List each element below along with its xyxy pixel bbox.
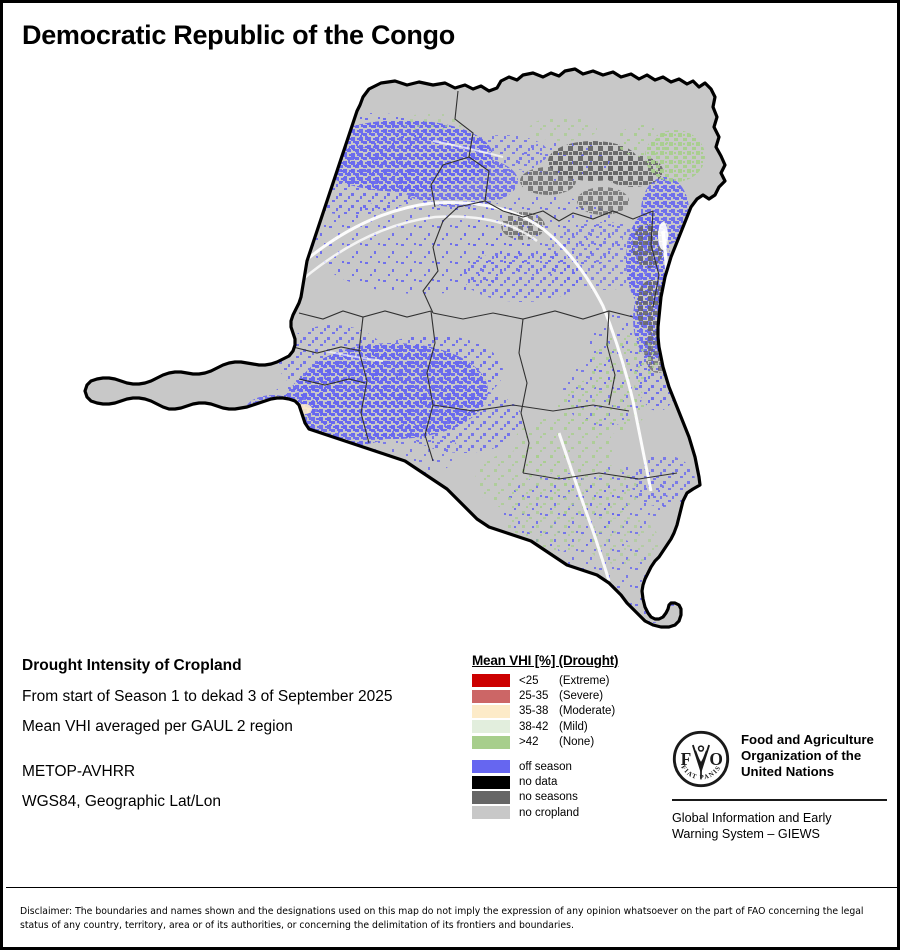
fao-name: Food and Agriculture Organization of the… bbox=[741, 730, 874, 780]
legend-swatch-extreme bbox=[472, 674, 510, 688]
lake-albert bbox=[658, 222, 668, 250]
fao-branding: F O FIAT PANIS Food and Agriculture Orga… bbox=[672, 730, 887, 843]
legend-swatch-moderate bbox=[472, 704, 510, 718]
legend-range-moderate: 35-38 bbox=[519, 705, 549, 718]
description-spacer bbox=[22, 750, 462, 764]
description-sensor: METOP-AVHRR bbox=[22, 762, 136, 780]
description-heading: Drought Intensity of Cropland bbox=[22, 657, 242, 674]
legend-label-moderate: 35-38 (Moderate) bbox=[519, 705, 615, 717]
legend-label-mild: 38-42 (Mild) bbox=[519, 721, 588, 733]
legend-title: Mean VHI [%] (Drought) bbox=[472, 653, 619, 668]
legend-range-extreme: <25 bbox=[519, 674, 539, 687]
legend-swatch-mild bbox=[472, 720, 510, 734]
legend-range-mild: 38-42 bbox=[519, 720, 549, 733]
fao-logo-icon: F O FIAT PANIS bbox=[672, 730, 730, 788]
legend-swatch-severe bbox=[472, 689, 510, 703]
legend-item-mild[interactable]: 38-42 (Mild) bbox=[472, 719, 682, 734]
svg-text:F: F bbox=[681, 749, 692, 769]
legend-name-none: (None) bbox=[559, 736, 595, 749]
legend-swatch-no-seasons bbox=[472, 790, 510, 804]
fao-name-line3: United Nations bbox=[741, 764, 835, 780]
legend-swatch-no-cropland bbox=[472, 806, 510, 820]
legend-label-no-data: no data bbox=[519, 776, 558, 789]
legend-item-no-cropland[interactable]: no cropland bbox=[472, 805, 682, 820]
legend-range-severe: 25-35 bbox=[519, 690, 549, 703]
page-title: Democratic Republic of the Congo bbox=[22, 20, 455, 50]
giews-line2: Warning System – GIEWS bbox=[672, 827, 820, 842]
legend-label-extreme: <25 (Extreme) bbox=[519, 675, 609, 687]
legend-item-severe[interactable]: 25-35 (Severe) bbox=[472, 688, 682, 703]
legend-swatch-none bbox=[472, 735, 510, 749]
disclaimer-divider bbox=[6, 887, 900, 888]
map-legend: Mean VHI [%] (Drought) <25 (Extreme) 25-… bbox=[472, 653, 682, 821]
giews-name: Global Information and Early Warning Sys… bbox=[672, 810, 887, 843]
national-boundary bbox=[83, 67, 727, 629]
fao-name-line2: Organization of the bbox=[741, 748, 862, 764]
description-method: Mean VHI averaged per GAUL 2 region bbox=[22, 718, 293, 735]
map-description: Drought Intensity of Cropland From start… bbox=[22, 658, 462, 825]
fao-divider bbox=[672, 799, 887, 801]
admin-boundaries bbox=[292, 90, 678, 480]
legend-name-mild: (Mild) bbox=[559, 720, 588, 733]
disclaimer-text: Disclaimer: The boundaries and names sho… bbox=[20, 906, 864, 931]
legend-label-no-cropland: no cropland bbox=[519, 806, 580, 819]
legend-label-no-seasons: no seasons bbox=[519, 791, 578, 804]
legend-label-none: >42 (None) bbox=[519, 736, 594, 748]
legend-item-off-season[interactable]: off season bbox=[472, 759, 682, 774]
map-canvas[interactable] bbox=[3, 61, 897, 641]
legend-name-moderate: (Moderate) bbox=[559, 705, 616, 718]
fao-name-line1: Food and Agriculture bbox=[741, 732, 874, 747]
legend-item-extreme[interactable]: <25 (Extreme) bbox=[472, 673, 682, 688]
legend-item-no-seasons[interactable]: no seasons bbox=[472, 790, 682, 805]
legend-item-moderate[interactable]: 35-38 (Moderate) bbox=[472, 704, 682, 719]
legend-swatch-off-season bbox=[472, 760, 510, 774]
legend-swatch-no-data bbox=[472, 775, 510, 789]
legend-name-severe: (Severe) bbox=[559, 690, 604, 703]
legend-item-none[interactable]: >42 (None) bbox=[472, 735, 682, 750]
giews-line1: Global Information and Early bbox=[672, 811, 832, 825]
drc-map-svg[interactable] bbox=[3, 61, 897, 641]
description-period: From start of Season 1 to dekad 3 of Sep… bbox=[22, 687, 393, 705]
legend-label-severe: 25-35 (Severe) bbox=[519, 690, 603, 702]
svg-text:O: O bbox=[709, 749, 723, 769]
legend-spacer bbox=[472, 750, 682, 759]
description-projection: WGS84, Geographic Lat/Lon bbox=[22, 793, 222, 810]
legend-name-extreme: (Extreme) bbox=[559, 674, 610, 687]
legend-item-no-data[interactable]: no data bbox=[472, 774, 682, 789]
legend-range-none: >42 bbox=[519, 736, 539, 749]
legend-label-off-season: off season bbox=[519, 760, 572, 773]
